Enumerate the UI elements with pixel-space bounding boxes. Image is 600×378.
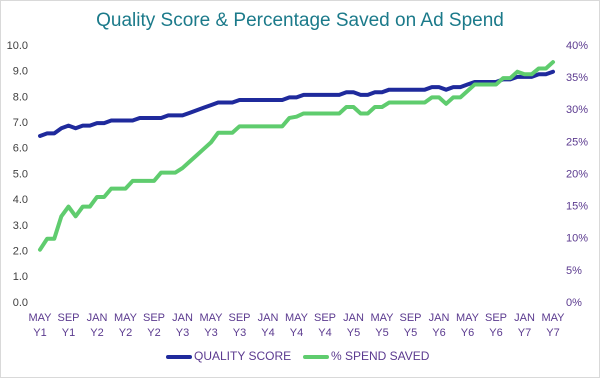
y-tick-label: 4.0 <box>13 194 28 206</box>
series-line <box>38 69 555 138</box>
x-tick-label: MAY Y5 <box>370 312 394 339</box>
chart-title: Quality Score & Percentage Saved on Ad S… <box>96 10 504 31</box>
x-tick-label: JAN Y4 <box>258 312 279 339</box>
y2-tick-label: 10% <box>566 233 588 245</box>
y-tick-label: 6.0 <box>13 143 28 155</box>
series-line <box>38 60 555 252</box>
y-tick-label: 10.0 <box>7 40 28 52</box>
y2-tick-label: 0% <box>566 297 582 309</box>
x-tick-label: SEP Y2 <box>143 312 165 339</box>
legend-label: % SPEND SAVED <box>331 349 430 363</box>
x-tick-label: SEP Y3 <box>228 312 250 339</box>
x-tick-label: SEP Y4 <box>314 312 336 339</box>
x-tick-label: MAY Y4 <box>285 312 309 339</box>
x-tick-label: MAY Y3 <box>199 312 223 339</box>
y2-tick-label: 35% <box>566 72 588 84</box>
x-tick-label: JAN Y7 <box>514 312 535 339</box>
y2-tick-label: 25% <box>566 136 588 148</box>
x-tick-label: SEP Y6 <box>485 312 507 339</box>
y-tick-label: 3.0 <box>13 220 28 232</box>
y-tick-label: 1.0 <box>13 271 28 283</box>
y2-tick-label: 20% <box>566 168 588 180</box>
x-tick-label: MAY Y1 <box>28 312 52 339</box>
x-tick-label: MAY Y7 <box>541 312 565 339</box>
y2-tick-label: 5% <box>566 265 582 277</box>
y-tick-label: 8.0 <box>13 91 28 103</box>
y-tick-label: 7.0 <box>13 117 28 129</box>
x-tick-label: MAY Y2 <box>114 312 138 339</box>
x-tick-label: SEP Y5 <box>399 312 421 339</box>
y-tick-label: 0.0 <box>13 297 28 309</box>
y2-tick-label: 40% <box>566 40 588 52</box>
y-tick-label: 9.0 <box>13 66 28 78</box>
y2-tick-label: 15% <box>566 201 588 213</box>
legend-label: QUALITY SCORE <box>194 349 291 363</box>
y-tick-label: 2.0 <box>13 246 28 258</box>
x-tick-label: JAN Y3 <box>172 312 193 339</box>
x-tick-label: MAY Y6 <box>456 312 480 339</box>
x-tick-label: SEP Y1 <box>57 312 79 339</box>
y2-tick-label: 30% <box>566 104 588 116</box>
x-tick-label: JAN Y5 <box>343 312 364 339</box>
x-tick-label: JAN Y6 <box>429 312 450 339</box>
x-tick-label: JAN Y2 <box>87 312 108 339</box>
y-tick-label: 5.0 <box>13 168 28 180</box>
